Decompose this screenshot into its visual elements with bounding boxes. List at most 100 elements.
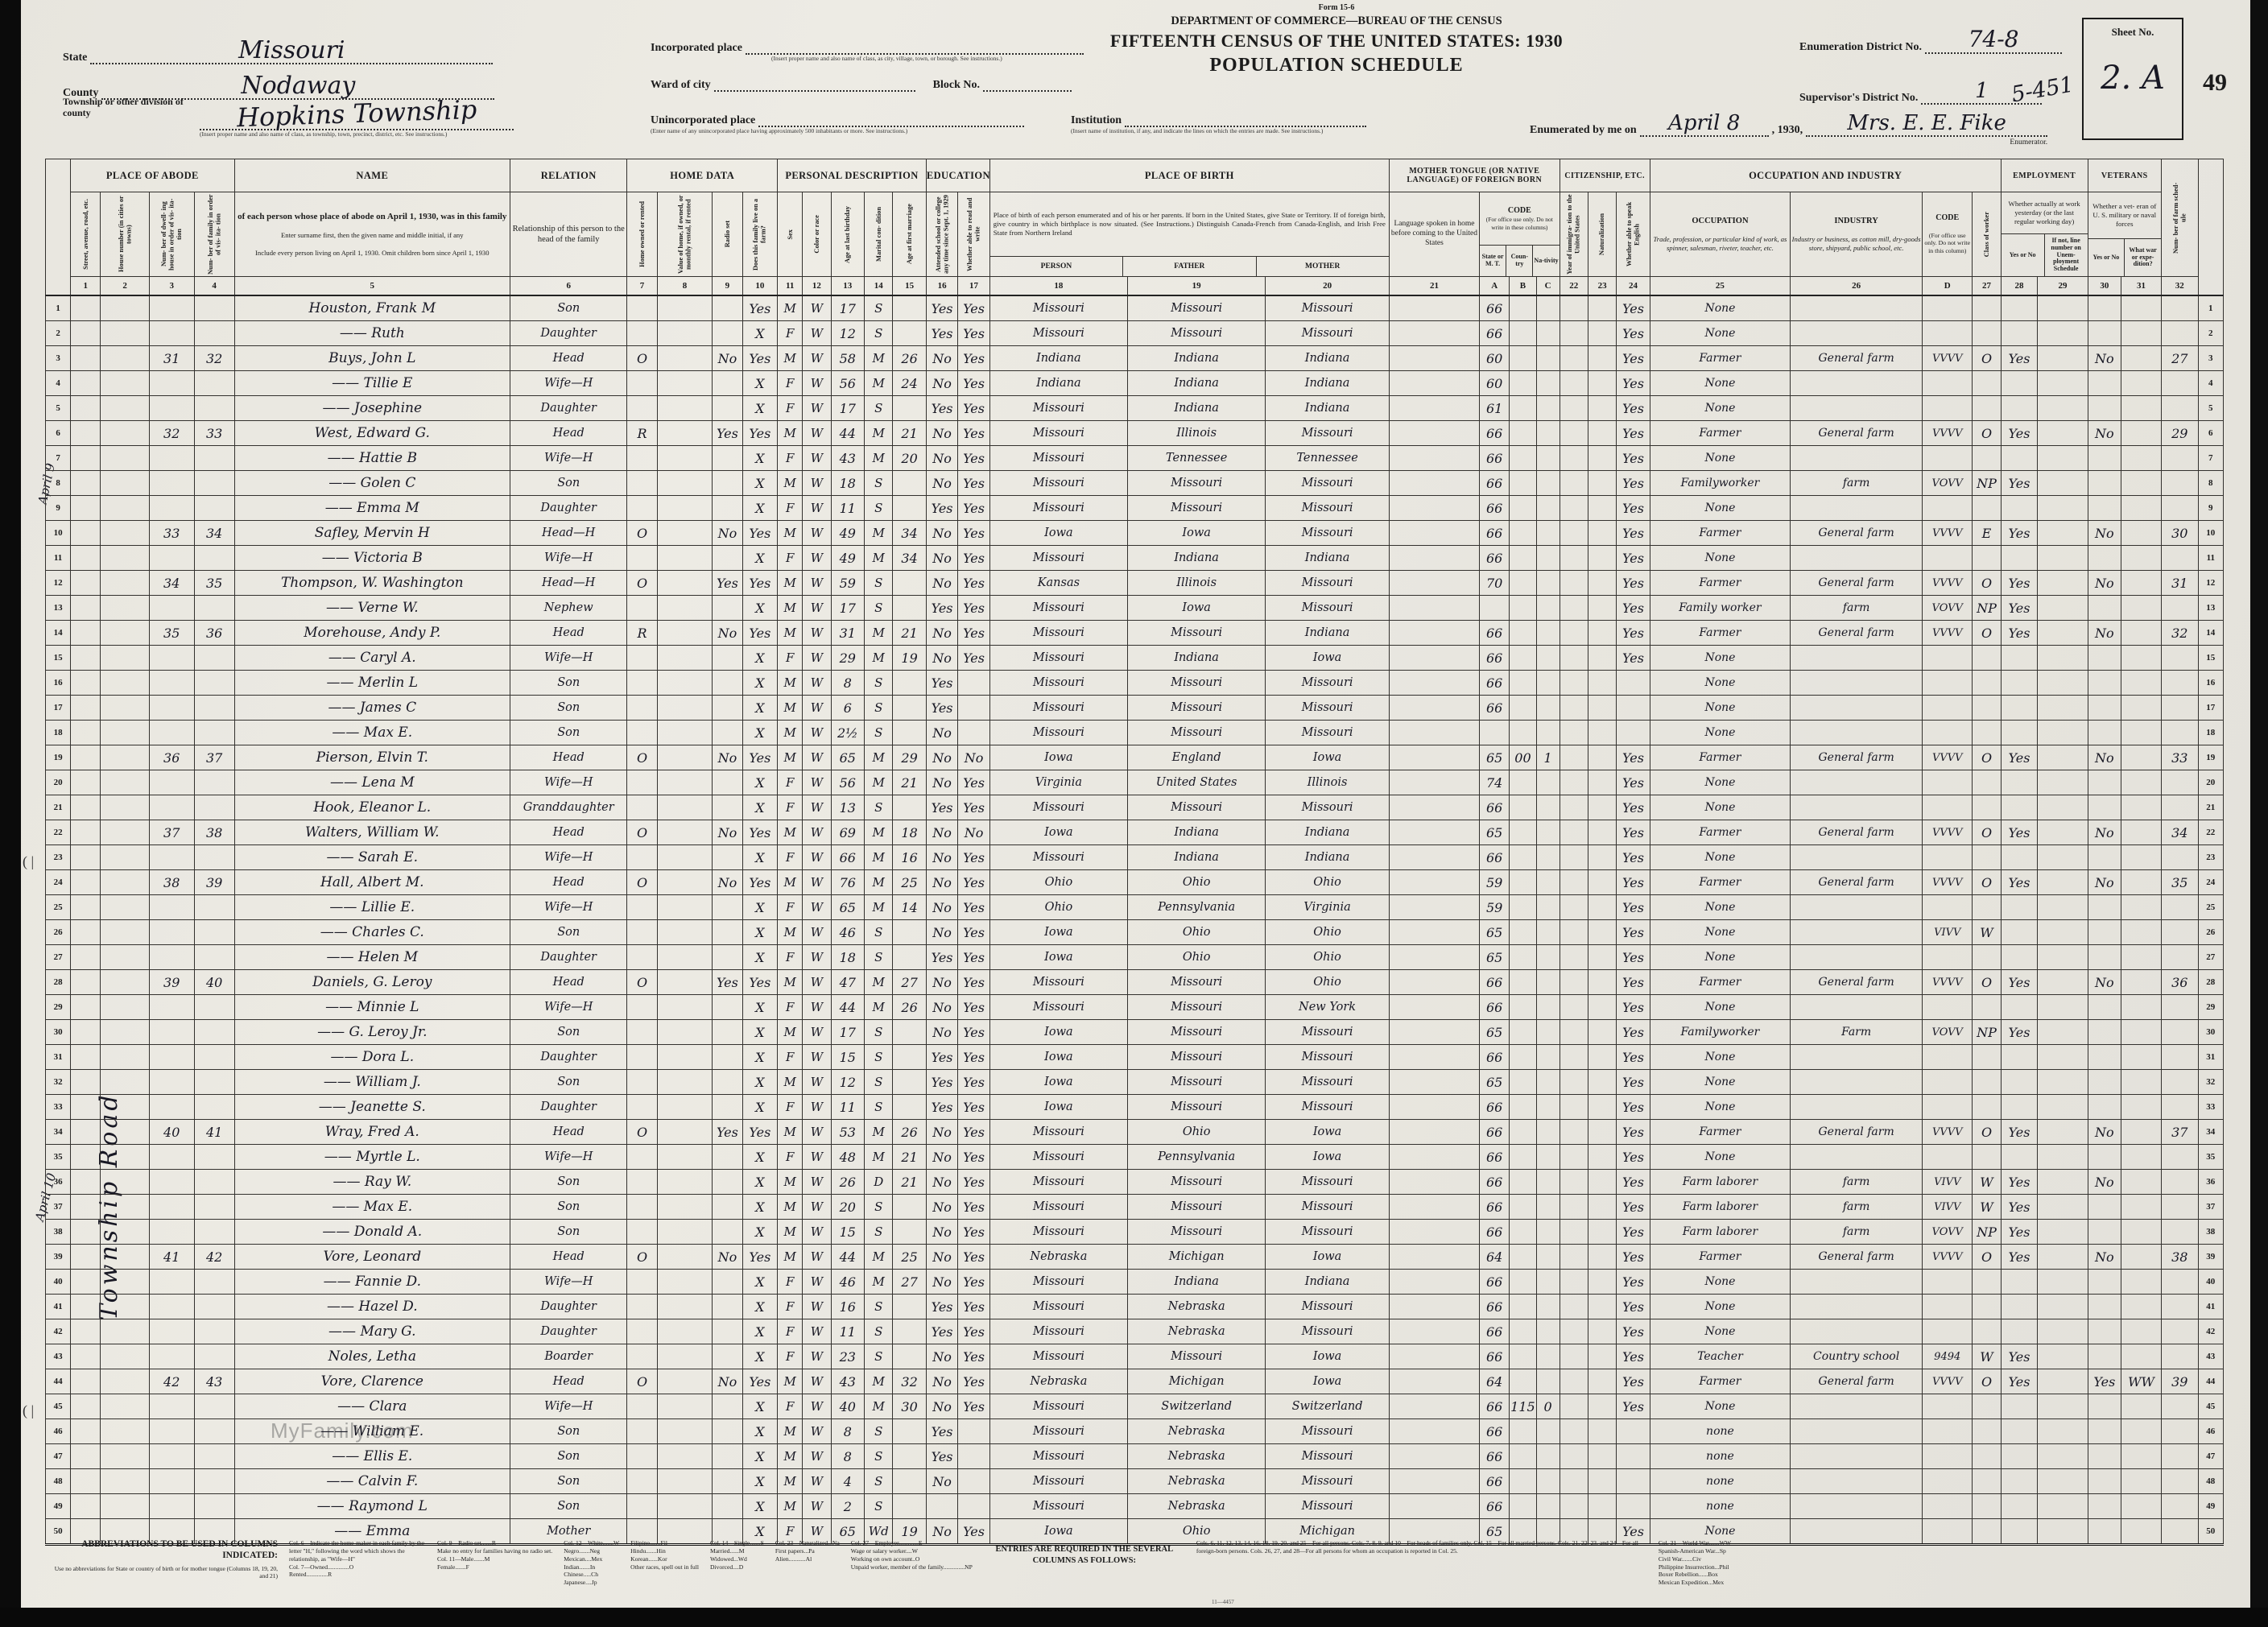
cell-cD: [1922, 1144, 1973, 1170]
cell-line-number: 5: [44, 395, 72, 421]
cell-sex: M: [777, 595, 804, 621]
cell-hn: [100, 894, 150, 920]
cell-occ: Familyworker: [1649, 470, 1791, 496]
cell-race: W: [802, 695, 832, 721]
cell-farm: X: [742, 670, 779, 696]
cell-st: [70, 745, 101, 770]
cell-agm: 26: [892, 345, 927, 371]
cell-hn: [100, 745, 150, 770]
cell-imm: [1559, 795, 1588, 820]
cell-line-number: 47: [44, 1443, 72, 1469]
cell-cC: [1535, 545, 1560, 571]
cell-cB: [1509, 420, 1537, 446]
cell-radio: [712, 1394, 743, 1419]
cell-rel: Granddaughter: [510, 795, 628, 820]
cell-val: [656, 495, 713, 521]
cell-farm: Yes: [742, 1244, 779, 1270]
cell-mar: S: [864, 1094, 894, 1120]
cell-mar: M: [864, 1269, 894, 1295]
pob-father-label: FATHER: [1123, 257, 1257, 276]
cell-farm: X: [742, 919, 779, 945]
cell-line-number: 47: [2197, 1443, 2225, 1469]
sheet-value: 2. A: [2101, 60, 2165, 97]
cell-nat: [1587, 620, 1617, 646]
cell-vet: No: [2087, 1169, 2122, 1195]
cell-emp: [2000, 1394, 2039, 1419]
cell-lang: [1388, 670, 1480, 696]
cell-home: O: [626, 570, 658, 596]
cell-agm: [892, 495, 927, 521]
cell-ind: [1790, 1319, 1923, 1344]
table-row: 4 —— Tillie E Wife—H X F W 56 M 24 No Yes Indiana In…: [44, 370, 2225, 396]
cell-line-number: 36: [44, 1169, 72, 1195]
cell-radio: [712, 295, 743, 321]
cell-mar: M: [864, 894, 894, 920]
township-label: Township or other division of county: [63, 96, 184, 118]
cell-imm: [1559, 1418, 1588, 1444]
cell-occ: None: [1649, 1094, 1791, 1120]
cell-dw: [148, 670, 195, 696]
cell-war: [2121, 1119, 2162, 1145]
cell-home: [626, 445, 658, 471]
cell-occ: Farmer: [1649, 745, 1791, 770]
cell-ind: [1790, 720, 1923, 745]
cell-vet: No: [2087, 345, 2122, 371]
cell-pf: Indiana: [1126, 645, 1266, 671]
cell-line-number: 25: [44, 894, 72, 920]
cell-name: —— Emma: [233, 1518, 511, 1546]
cell-pm: Missouri: [1265, 720, 1390, 745]
cell-sex: M: [777, 969, 804, 995]
cell-home: [626, 670, 658, 696]
cell-cD: [1922, 395, 1973, 421]
cell-sch: Yes: [925, 1094, 959, 1120]
cell-cA: 66: [1478, 844, 1510, 870]
cell-cB: [1509, 869, 1537, 895]
cell-dw: [148, 844, 195, 870]
cell-fam: 34: [193, 520, 235, 546]
cell-farm: X: [742, 1019, 779, 1045]
cell-rel: Son: [510, 1493, 628, 1519]
township-field: Hopkins Township (Insert proper name and…: [200, 94, 514, 138]
cell-sch: No: [925, 620, 959, 646]
cell-sex: M: [777, 1119, 804, 1145]
table-row: 34 40 41 Wray, Fred A. Head O Yes Yes M W 53 M 26 No Y…: [44, 1119, 2225, 1145]
cell-cw: [1972, 1443, 2002, 1469]
cell-agm: [892, 1319, 927, 1344]
cell-une: [2037, 370, 2088, 396]
cell-nat: [1587, 1069, 1617, 1095]
cell-race: W: [802, 1294, 832, 1319]
cell-nat: [1587, 1518, 1617, 1546]
cell-cD: [1922, 1418, 1973, 1444]
cell-lang: [1388, 1119, 1480, 1145]
cell-age: 12: [830, 320, 865, 346]
name-description: of each person whose place of abode on A…: [233, 192, 511, 277]
cell-farm: X: [742, 1443, 779, 1469]
cell-rel: Son: [510, 919, 628, 945]
cell-fsn: [2160, 919, 2199, 945]
cell-dw: [148, 295, 195, 321]
cell-emp: [2000, 994, 2039, 1020]
cell-pob: Nebraska: [989, 1369, 1129, 1394]
cell-cA: 66: [1478, 1443, 1510, 1469]
cell-agm: [892, 944, 927, 970]
cell-rd: Yes: [957, 919, 990, 945]
col-num-cA: A: [1478, 276, 1510, 296]
cell-vet: No: [2087, 969, 2122, 995]
cell-pf: Pennsylvania: [1126, 1144, 1266, 1170]
cell-dw: 33: [148, 520, 195, 546]
cell-occ: None: [1649, 1269, 1791, 1295]
cell-sex: M: [777, 745, 804, 770]
cell-imm: [1559, 820, 1588, 845]
cell-rd: No: [957, 820, 990, 845]
cell-pm: Indiana: [1265, 345, 1390, 371]
cell-cC: [1535, 470, 1560, 496]
cell-cD: VOVV: [1922, 1219, 1973, 1245]
cell-cB: 115: [1509, 1394, 1537, 1419]
cell-hn: [100, 470, 150, 496]
cell-agm: [892, 570, 927, 596]
cell-lang: [1388, 1194, 1480, 1220]
table-row: 20 —— Lena M Wife—H X F W 56 M 21 No Yes Virginia Un…: [44, 770, 2225, 795]
cell-radio: [712, 1094, 743, 1120]
cell-pf: Ohio: [1126, 1119, 1266, 1145]
cell-pm: Missouri: [1265, 670, 1390, 696]
